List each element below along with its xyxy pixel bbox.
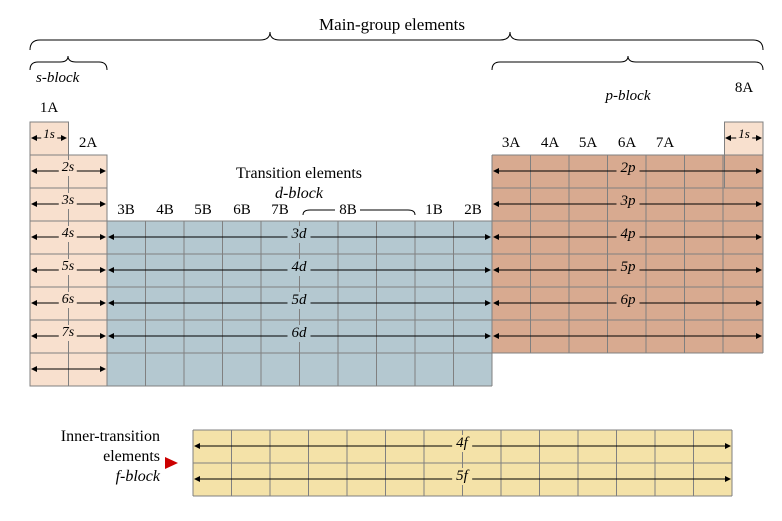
inner-trans-1: Inner-transition	[61, 428, 160, 446]
p-orb-5p: 5p	[617, 259, 640, 276]
p-orb-2p: 2p	[617, 160, 640, 177]
group-5a: 5A	[579, 135, 597, 152]
main-group-bracket	[30, 32, 763, 70]
group-4a: 4A	[541, 135, 559, 152]
transition-title: Transition elements	[236, 165, 362, 183]
group-7b: 7B	[271, 202, 289, 219]
s-orb-4s: 4s	[59, 226, 77, 242]
p-orb-6p: 6p	[617, 292, 640, 309]
f-orb-5f: 5f	[452, 468, 472, 485]
f-orb-4f: 4f	[452, 435, 472, 452]
group-8a: 8A	[735, 80, 753, 97]
d-block-label: d-block	[275, 185, 323, 203]
8b-bracket	[303, 210, 415, 215]
group-7a: 7A	[656, 135, 674, 152]
inner-trans-2: elements	[103, 448, 160, 466]
s-orb-7s: 7s	[59, 325, 77, 341]
s-orb-1s-top: 1s	[41, 126, 57, 142]
s-block-label: s-block	[36, 70, 79, 87]
main-group-title: Main-group elements	[319, 15, 465, 35]
group-1a: 1A	[40, 100, 58, 117]
periodic-blocks-diagram: Main-group elements s-block p-block 1A 2…	[10, 10, 772, 511]
f-block-label: f-block	[116, 468, 160, 486]
group-1b: 1B	[425, 202, 443, 219]
s-orb-3s: 3s	[59, 193, 77, 209]
group-2a: 2A	[79, 135, 97, 152]
group-5b: 5B	[194, 202, 212, 219]
d-orb-5d: 5d	[288, 292, 311, 309]
s-orb-2s: 2s	[59, 160, 77, 176]
marker-icon	[165, 457, 178, 469]
p-orb-3p: 3p	[617, 193, 640, 210]
d-orb-6d: 6d	[288, 325, 311, 342]
d-orb-4d: 4d	[288, 259, 311, 276]
p-orb-1s-top: 1s	[736, 126, 752, 142]
s-orb-6s: 6s	[59, 292, 77, 308]
group-6b: 6B	[233, 202, 251, 219]
group-3b: 3B	[117, 202, 135, 219]
s-orb-5s: 5s	[59, 259, 77, 275]
d-orb-3d: 3d	[288, 226, 311, 243]
group-6a: 6A	[618, 135, 636, 152]
group-2b: 2B	[464, 202, 482, 219]
group-4b: 4B	[156, 202, 174, 219]
p-orb-4p: 4p	[617, 226, 640, 243]
p-block-label: p-block	[606, 88, 651, 105]
group-3a: 3A	[502, 135, 520, 152]
group-8b: 8B	[339, 202, 357, 219]
